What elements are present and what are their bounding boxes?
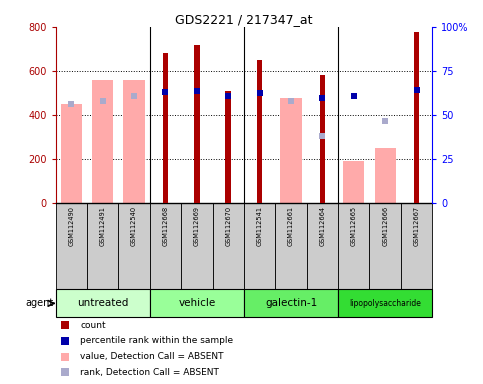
Bar [320, 75, 325, 203]
Bar [343, 161, 365, 203]
FancyBboxPatch shape [275, 203, 307, 289]
FancyBboxPatch shape [244, 289, 338, 318]
Bar [123, 80, 145, 203]
Text: GSM112665: GSM112665 [351, 206, 357, 246]
FancyBboxPatch shape [150, 203, 181, 289]
Text: vehicle: vehicle [178, 298, 215, 308]
FancyBboxPatch shape [213, 203, 244, 289]
FancyBboxPatch shape [87, 203, 118, 289]
Bar [414, 32, 419, 203]
Text: rank, Detection Call = ABSENT: rank, Detection Call = ABSENT [80, 368, 219, 377]
FancyBboxPatch shape [56, 203, 87, 289]
Text: GSM112540: GSM112540 [131, 206, 137, 246]
FancyBboxPatch shape [369, 203, 401, 289]
FancyBboxPatch shape [307, 203, 338, 289]
Text: GSM112667: GSM112667 [413, 206, 420, 246]
Text: agent: agent [26, 298, 54, 308]
Text: galectin-1: galectin-1 [265, 298, 317, 308]
FancyBboxPatch shape [181, 203, 213, 289]
Text: GSM112668: GSM112668 [162, 206, 169, 246]
Bar [374, 149, 396, 203]
Bar [163, 53, 168, 203]
Bar [92, 80, 114, 203]
Title: GDS2221 / 217347_at: GDS2221 / 217347_at [175, 13, 313, 26]
Bar [257, 60, 262, 203]
Text: GSM112670: GSM112670 [225, 206, 231, 246]
Bar [60, 104, 82, 203]
Text: GSM112664: GSM112664 [319, 206, 326, 246]
Text: GSM112490: GSM112490 [68, 206, 74, 246]
Bar [226, 91, 231, 203]
FancyBboxPatch shape [401, 203, 432, 289]
Text: GSM112669: GSM112669 [194, 206, 200, 246]
Text: GSM112491: GSM112491 [99, 206, 106, 246]
FancyBboxPatch shape [338, 289, 432, 318]
Text: value, Detection Call = ABSENT: value, Detection Call = ABSENT [80, 352, 224, 361]
Text: percentile rank within the sample: percentile rank within the sample [80, 336, 233, 346]
Text: untreated: untreated [77, 298, 128, 308]
Text: GSM112661: GSM112661 [288, 206, 294, 246]
FancyBboxPatch shape [118, 203, 150, 289]
FancyBboxPatch shape [56, 289, 150, 318]
Text: lipopolysaccharide: lipopolysaccharide [349, 299, 421, 308]
FancyBboxPatch shape [150, 289, 244, 318]
Bar [194, 45, 199, 203]
FancyBboxPatch shape [244, 203, 275, 289]
Text: count: count [80, 321, 106, 330]
FancyBboxPatch shape [338, 203, 369, 289]
Bar [280, 98, 302, 203]
Text: GSM112666: GSM112666 [382, 206, 388, 246]
Text: GSM112541: GSM112541 [256, 206, 263, 246]
